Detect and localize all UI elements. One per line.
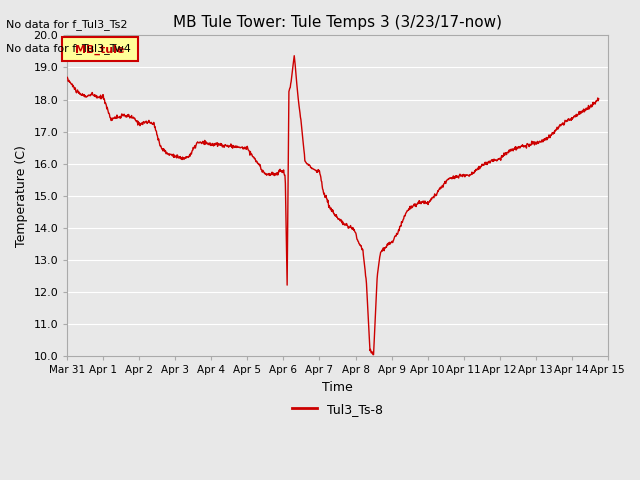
Text: No data for f_Tul3_Tw4: No data for f_Tul3_Tw4: [6, 43, 131, 54]
FancyBboxPatch shape: [62, 37, 138, 61]
Legend: Tul3_Ts-8: Tul3_Ts-8: [287, 398, 388, 420]
Title: MB Tule Tower: Tule Temps 3 (3/23/17-now): MB Tule Tower: Tule Temps 3 (3/23/17-now…: [173, 15, 502, 30]
Text: No data for f_Tul3_Ts2: No data for f_Tul3_Ts2: [6, 19, 128, 30]
Text: MB_tule: MB_tule: [75, 45, 124, 55]
X-axis label: Time: Time: [322, 381, 353, 394]
Y-axis label: Temperature (C): Temperature (C): [15, 145, 28, 247]
